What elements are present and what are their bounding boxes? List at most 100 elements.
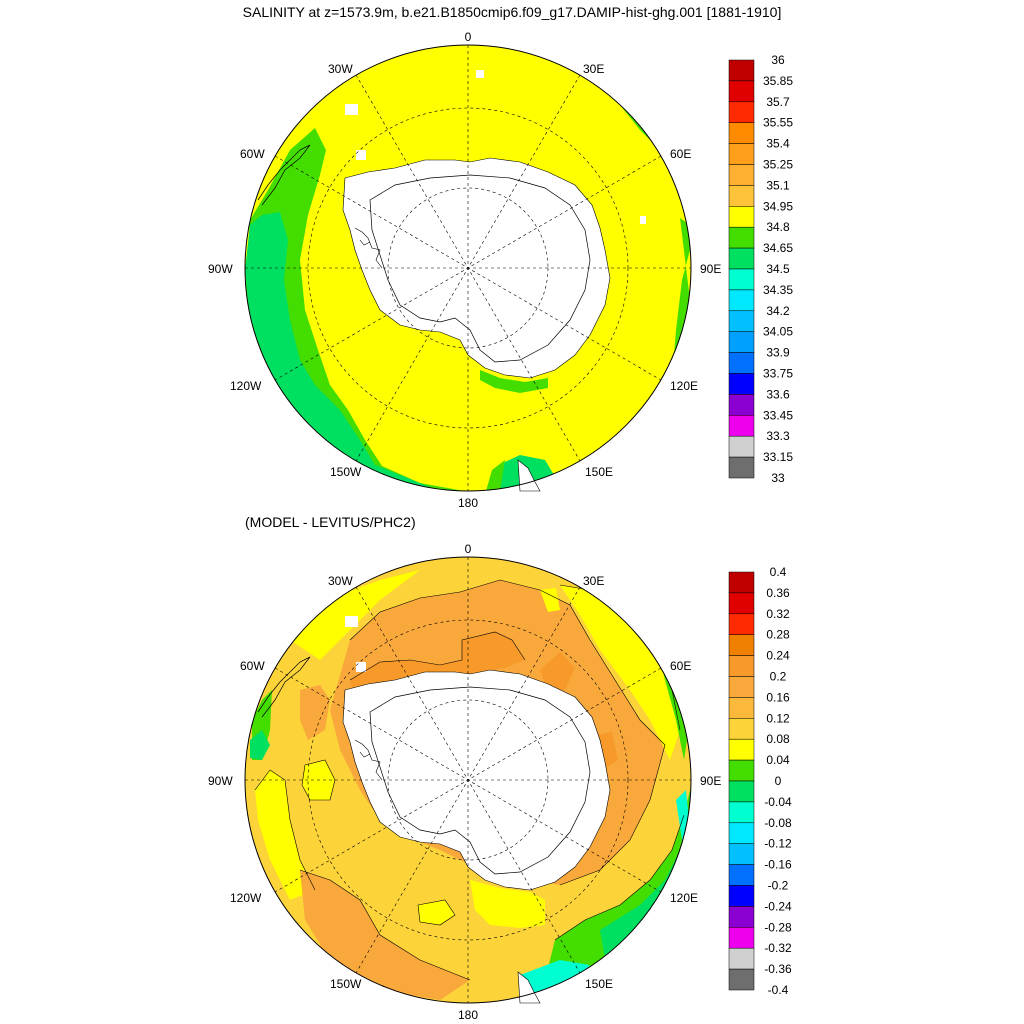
lon-label-0: 0	[465, 542, 472, 556]
colorbar-swatch	[728, 906, 755, 928]
colorbar-swatch	[728, 718, 755, 740]
colorbar-swatch	[728, 592, 755, 615]
colorbar-swatch	[728, 164, 755, 186]
colorbar-tick-label: -0.28	[764, 920, 792, 934]
colorbar-tick-label: 35.4	[766, 137, 790, 151]
colorbar-tick-label: 34.95	[763, 199, 793, 213]
diff-field-0.16-0.2-west-blob	[300, 685, 330, 740]
lon-label-180: 180	[458, 496, 478, 510]
colorbar-tick-label: 34.2	[766, 304, 790, 318]
figure-title: SALINITY at z=1573.9m, b.e21.B1850cmip6.…	[242, 4, 782, 20]
colorbar-tick-label: 34.65	[763, 241, 793, 255]
new-zealand-coastline-diff	[517, 971, 541, 1004]
colorbar-swatch	[728, 697, 755, 719]
lon-label-30w: 30W	[328, 574, 353, 588]
colorbar-swatch	[728, 780, 755, 803]
salinity-map-border	[244, 44, 692, 492]
colorbar-swatch	[728, 801, 755, 824]
salinity-graticule	[245, 45, 691, 491]
colorbar-tick-label: -0.36	[764, 962, 792, 976]
lon-label-120e: 120E	[670, 379, 698, 393]
colorbar-tick-label: -0.08	[764, 816, 792, 830]
salinity-map: 0 30E 60E 90E 120E 150E 180 150W 120W 90…	[208, 30, 721, 510]
colorbar-tick-label: 34.8	[766, 220, 790, 234]
colorbar-tick-label: 0	[775, 774, 782, 788]
colorbar-swatch	[728, 80, 755, 103]
antarctica-landmass-diff	[342, 669, 611, 891]
lon-label-30e: 30E	[583, 574, 604, 588]
colorbar-tick-label: 33.6	[766, 387, 790, 401]
colorbar-tick-label: 33.75	[763, 367, 793, 381]
diff-field-teal-west-edge	[250, 730, 270, 760]
colorbar-tick-label: 33	[771, 471, 785, 485]
antarctica-west-coast-diff	[354, 739, 383, 781]
colorbar-tick-label: 33.9	[766, 346, 790, 360]
colorbar-tick-label: 0.2	[770, 670, 787, 684]
colorbar-tick-label: -0.12	[764, 837, 792, 851]
colorbar-tick-label: 33.45	[763, 408, 793, 422]
diff-field-0.04-0.08-east	[560, 585, 680, 760]
salinity-longitude-labels: 0 30E 60E 90E 120E 150E 180 150W 120W 90…	[208, 30, 721, 510]
difference-panel-title: (MODEL - LEVITUS/PHC2)	[245, 514, 416, 530]
colorbar-tick-label: 35.1	[766, 178, 790, 192]
salinity-colorbar: 36 35.85 35.7 35.55 35.4 35.25 35.1 34.95 34.8 34…	[728, 53, 793, 485]
salinity-field-nz-green	[486, 460, 505, 491]
salinity-field-34.65-34.8-ross	[480, 370, 548, 393]
colorbar-swatch	[728, 101, 755, 123]
colorbar-swatch	[728, 843, 755, 865]
colorbar-tick-label: 34.35	[763, 283, 793, 297]
lon-label-90e: 90E	[700, 774, 721, 788]
lon-label-90e: 90E	[700, 262, 721, 276]
diff-field-yellow-patch-north	[540, 588, 560, 612]
lon-label-150e: 150E	[585, 465, 613, 479]
lon-label-60w: 60W	[240, 659, 265, 673]
colorbar-tick-label: 0.28	[766, 628, 790, 642]
lon-label-150w: 150W	[330, 977, 362, 991]
antarctica-coastline-diff	[369, 686, 591, 875]
island-patches-diff	[345, 616, 366, 672]
colorbar-swatch	[728, 822, 755, 844]
diff-field-green-southeast	[540, 790, 690, 1000]
colorbar-swatch	[728, 435, 755, 458]
difference-colorbar: 0.4 0.36 0.32 0.28 0.24 0.2 0.16 0.12 0.08 0.04 0 -…	[728, 565, 792, 997]
colorbar-swatch	[728, 415, 755, 437]
colorbar-tick-label: -0.2	[768, 879, 789, 893]
colorbar-swatch	[728, 634, 755, 656]
colorbar-tick-label: 0.4	[770, 565, 787, 579]
diff-field-0.08-0.12-outer	[290, 570, 420, 660]
colorbar-tick-label: -0.32	[764, 941, 792, 955]
antarctica-coastline	[369, 174, 591, 363]
lon-label-90w: 90W	[208, 262, 233, 276]
lon-label-30e: 30E	[583, 62, 604, 76]
colorbar-swatch	[728, 143, 755, 165]
colorbar-tick-label: -0.16	[764, 858, 792, 872]
colorbar-tick-label: 0.24	[766, 649, 790, 663]
colorbar-swatch	[728, 968, 755, 991]
colorbar-swatch	[728, 331, 755, 353]
difference-map-border	[244, 556, 692, 1004]
lon-label-0: 0	[465, 30, 472, 44]
diff-field-yellow-ross	[470, 880, 545, 928]
colorbar-tick-label: 0.08	[766, 732, 790, 746]
lon-label-120e: 120E	[670, 891, 698, 905]
colorbar-swatch	[728, 676, 755, 698]
colorbar-swatch	[728, 310, 755, 332]
colorbar-tick-label: 34.5	[766, 262, 790, 276]
diff-field-yellow-west	[255, 770, 315, 900]
antarctica-west-coast	[354, 227, 383, 269]
diff-field-0.2-0.24-east	[540, 652, 575, 692]
colorbar-swatch	[728, 268, 755, 291]
antarctica-landmass	[342, 157, 611, 379]
difference-map: 0 30E 60E 90E 120E 150E 180 150W 120W 90…	[208, 542, 721, 1022]
colorbar-swatch	[728, 394, 755, 416]
colorbar-swatch	[728, 373, 755, 395]
colorbar-swatch	[728, 864, 755, 886]
lon-label-150w: 150W	[330, 465, 362, 479]
colorbar-tick-label: 35.85	[763, 74, 793, 88]
difference-graticule	[245, 557, 691, 1003]
lon-label-60w: 60W	[240, 147, 265, 161]
colorbar-swatch	[728, 456, 755, 479]
south-america-coastline	[257, 144, 311, 206]
new-zealand-coastline	[517, 459, 541, 492]
